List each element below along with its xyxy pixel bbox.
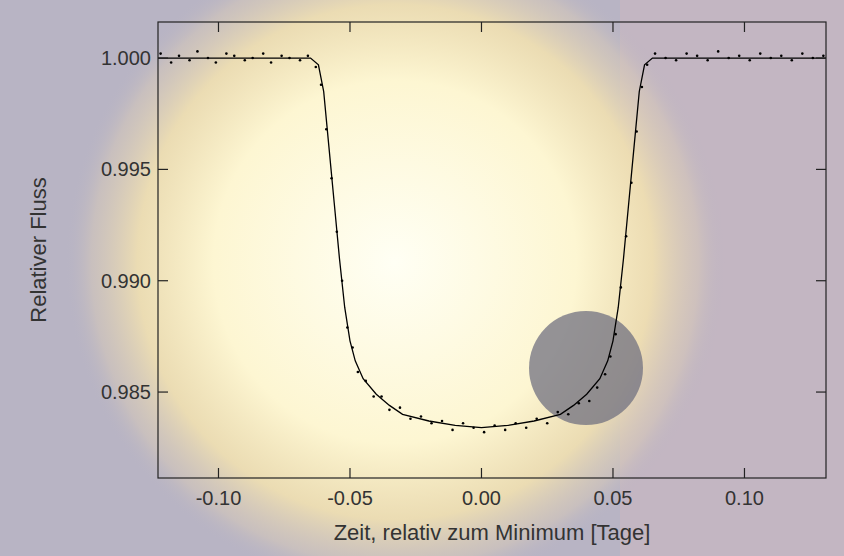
x-tick-label: 0.00 bbox=[462, 487, 501, 509]
x-tick bbox=[744, 468, 745, 478]
data-point bbox=[225, 52, 228, 55]
data-point bbox=[299, 59, 302, 62]
data-point bbox=[675, 59, 678, 62]
y-tick-label: 0.985 bbox=[101, 381, 151, 403]
y-tick-right bbox=[816, 280, 826, 281]
data-point bbox=[596, 386, 599, 389]
y-tick bbox=[158, 169, 168, 170]
x-tick bbox=[218, 468, 219, 478]
data-point bbox=[822, 55, 825, 58]
y-axis-title: Relativer Fluss bbox=[26, 177, 51, 322]
data-point bbox=[604, 373, 607, 376]
y-tick bbox=[158, 280, 168, 281]
data-point bbox=[556, 411, 559, 414]
fit-line bbox=[158, 58, 826, 428]
data-point bbox=[546, 422, 549, 425]
data-point bbox=[759, 52, 762, 55]
data-point bbox=[409, 417, 412, 420]
data-point bbox=[215, 61, 218, 64]
data-point bbox=[159, 52, 162, 55]
data-point bbox=[685, 52, 688, 55]
x-tick-top bbox=[481, 22, 482, 32]
y-tick-label: 0.990 bbox=[101, 270, 151, 292]
y-tick-right bbox=[816, 57, 826, 58]
data-point bbox=[451, 429, 454, 432]
data-point bbox=[357, 371, 360, 374]
x-tick-top bbox=[744, 22, 745, 32]
chart: -0.10 -0.05 0.00 0.05 0.10 0.985 0.990 0.995 1.0… bbox=[0, 0, 844, 556]
y-tick-label: 1.000 bbox=[101, 47, 151, 69]
data-point bbox=[441, 420, 444, 423]
x-tick-label: -0.10 bbox=[196, 487, 242, 509]
data-point bbox=[525, 426, 528, 429]
data-point bbox=[399, 406, 402, 409]
x-tick bbox=[612, 468, 613, 478]
x-tick-label: 0.10 bbox=[725, 487, 764, 509]
data-point bbox=[196, 50, 199, 53]
data-point bbox=[314, 66, 317, 69]
data-point bbox=[178, 55, 181, 58]
y-tick bbox=[158, 57, 168, 58]
data-point bbox=[307, 55, 310, 58]
data-point bbox=[780, 55, 783, 58]
y-tick-label: 0.995 bbox=[101, 158, 151, 180]
x-tick-label: -0.05 bbox=[327, 487, 373, 509]
data-point bbox=[262, 52, 265, 55]
data-point bbox=[270, 61, 273, 64]
data-point bbox=[696, 55, 699, 58]
data-point bbox=[233, 55, 236, 58]
data-point bbox=[243, 59, 246, 62]
data-point bbox=[462, 422, 465, 425]
x-tick-label: 0.05 bbox=[594, 487, 633, 509]
data-point bbox=[483, 431, 486, 434]
data-point bbox=[567, 413, 570, 416]
data-point bbox=[717, 50, 720, 53]
data-point bbox=[280, 55, 283, 58]
x-tick-top bbox=[612, 22, 613, 32]
x-axis-title: Zeit, relativ zum Minimum [Tage] bbox=[334, 520, 651, 545]
plot-frame bbox=[158, 22, 826, 478]
data-point bbox=[388, 409, 391, 412]
data-point bbox=[738, 55, 741, 58]
y-tick bbox=[158, 391, 168, 392]
data-point bbox=[170, 61, 173, 64]
data-point bbox=[188, 59, 191, 62]
x-tick-top bbox=[349, 22, 350, 32]
x-tick-top bbox=[218, 22, 219, 32]
data-point bbox=[588, 400, 591, 403]
plot-data bbox=[158, 50, 826, 433]
planet bbox=[529, 311, 643, 425]
y-tick-right bbox=[816, 391, 826, 392]
data-point bbox=[748, 59, 751, 62]
x-tick bbox=[349, 468, 350, 478]
data-point bbox=[430, 422, 433, 425]
data-point bbox=[504, 429, 507, 432]
data-point bbox=[372, 395, 375, 398]
star-glow bbox=[65, 0, 725, 556]
y-tick-right bbox=[816, 169, 826, 170]
data-point bbox=[791, 59, 794, 62]
data-point bbox=[801, 52, 804, 55]
data-point bbox=[706, 59, 709, 62]
data-point bbox=[654, 52, 657, 55]
x-tick bbox=[481, 468, 482, 478]
data-point bbox=[420, 415, 423, 418]
